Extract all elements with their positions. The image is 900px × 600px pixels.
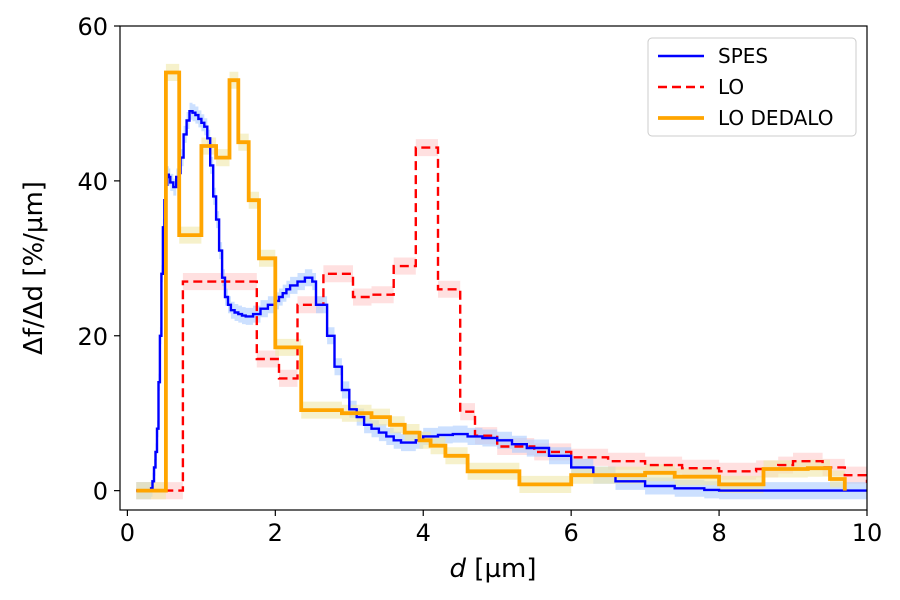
y-tick-label: 60 [77,13,108,41]
y-axis-label: Δf/Δd [%/µm] [19,181,49,355]
legend-box [647,37,857,137]
x-tick-label: 2 [268,519,283,547]
legend-label-lo: LO [718,75,744,99]
y-tick-label: 0 [93,478,108,506]
legend-label-spes: SPES [718,44,768,68]
y-axis-ticks: 0 20 40 60 [77,13,120,506]
legend: SPES LO LO DEDALO [647,37,857,137]
x-tick-label: 10 [852,519,883,547]
x-tick-label: 6 [564,519,579,547]
series-line-lo [136,146,867,492]
x-tick-label: 8 [711,519,726,547]
x-tick-label: 0 [120,519,135,547]
data-lines [136,70,867,493]
y-tick-label: 40 [77,168,108,196]
series-line-lo-dedalo [136,70,847,493]
x-axis-label: d [µm] [450,554,537,584]
series-line-spes [136,110,867,492]
legend-label-lo-dedalo: LO DEDALO [718,106,833,130]
x-axis-ticks: 0 2 4 6 8 10 [120,510,883,547]
x-tick-label: 4 [416,519,431,547]
plot-frame [119,25,868,511]
y-tick-label: 20 [77,323,108,351]
